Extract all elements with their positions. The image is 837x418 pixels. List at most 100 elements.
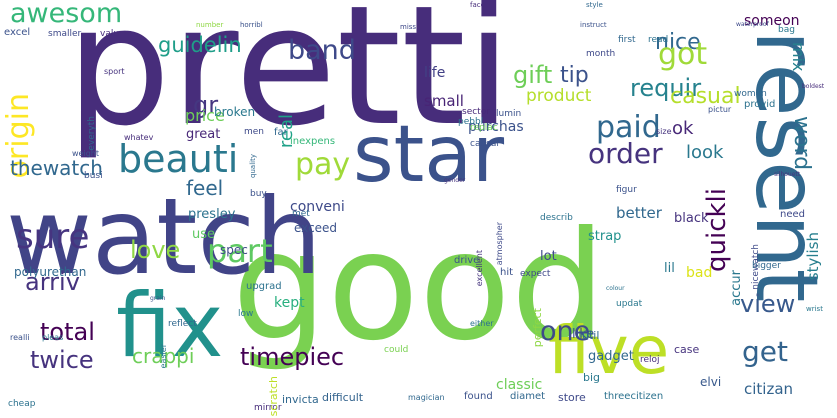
word: pretti bbox=[66, 0, 512, 162]
word: classic bbox=[496, 377, 543, 393]
word: crappi bbox=[132, 344, 195, 368]
word: busi bbox=[84, 171, 103, 181]
word: band bbox=[288, 35, 356, 66]
word: horribl bbox=[240, 21, 263, 29]
word: star bbox=[353, 110, 505, 200]
word: valu bbox=[100, 29, 120, 39]
word: one bbox=[540, 316, 591, 347]
word: expect bbox=[520, 269, 551, 279]
word: awesom bbox=[10, 0, 123, 29]
word: magician bbox=[408, 393, 445, 402]
word: black bbox=[674, 211, 709, 226]
word: quickli bbox=[702, 188, 732, 273]
word: figur bbox=[616, 185, 637, 195]
word: get bbox=[742, 335, 788, 368]
word: first bbox=[618, 35, 636, 45]
word: part bbox=[207, 232, 273, 270]
word: small bbox=[424, 92, 464, 110]
word: lot bbox=[540, 249, 557, 264]
word: men bbox=[244, 127, 265, 137]
word: colour bbox=[606, 285, 625, 292]
word: look bbox=[686, 142, 724, 163]
word: timepiec bbox=[240, 343, 345, 371]
word: life bbox=[424, 65, 446, 81]
word: waterproof bbox=[736, 21, 769, 28]
word: got bbox=[658, 37, 708, 72]
word: perfect bbox=[531, 308, 544, 348]
word: everyth bbox=[87, 116, 97, 151]
word: wrist bbox=[806, 305, 823, 313]
word: reflect bbox=[168, 319, 197, 329]
word: casual bbox=[670, 84, 741, 109]
word: spec bbox=[220, 243, 248, 257]
word: far bbox=[274, 127, 288, 138]
word: store bbox=[558, 391, 586, 404]
word: stylish bbox=[804, 232, 822, 281]
word: upgrad bbox=[246, 281, 282, 292]
word: util bbox=[582, 329, 600, 342]
word: smaller bbox=[48, 29, 82, 39]
word: realli bbox=[10, 333, 30, 342]
word: style bbox=[586, 1, 603, 9]
word: good bbox=[232, 200, 606, 374]
word: nice bbox=[655, 30, 701, 55]
word: updat bbox=[616, 299, 643, 309]
word: buy bbox=[250, 189, 267, 199]
word: order bbox=[588, 137, 663, 170]
word: provid bbox=[744, 99, 776, 110]
word: great bbox=[186, 127, 221, 142]
word: sport bbox=[104, 67, 125, 76]
word: pictur bbox=[708, 105, 732, 114]
word: broken bbox=[214, 105, 256, 119]
word: describ bbox=[540, 213, 573, 223]
word: diamet bbox=[510, 391, 546, 402]
word: twice bbox=[30, 346, 94, 374]
word: easier bbox=[159, 344, 168, 369]
word: pebbl bbox=[458, 117, 484, 127]
word: boldest bbox=[802, 83, 825, 90]
word: invicta bbox=[282, 393, 319, 406]
word: bigger bbox=[752, 261, 781, 271]
word: requir bbox=[630, 74, 702, 102]
word: case bbox=[674, 343, 700, 356]
word: instruct bbox=[580, 21, 607, 29]
word: miss bbox=[400, 23, 417, 31]
word: month bbox=[586, 49, 616, 59]
word: found bbox=[464, 391, 493, 402]
word: tip bbox=[560, 63, 589, 88]
word: big bbox=[583, 371, 601, 384]
word: either bbox=[470, 319, 494, 328]
word: atmospher bbox=[495, 222, 504, 266]
word: reloj bbox=[640, 355, 660, 365]
word: weight bbox=[72, 149, 99, 158]
word: met bbox=[292, 209, 310, 219]
word: elvi bbox=[700, 375, 722, 389]
word: polyurethan bbox=[14, 265, 87, 279]
word: better bbox=[616, 204, 662, 222]
word: mix bbox=[789, 42, 808, 72]
word: love bbox=[130, 236, 181, 264]
word: silhouett bbox=[774, 171, 801, 178]
word: replac bbox=[470, 123, 498, 133]
word: paid bbox=[596, 110, 661, 145]
word: strap bbox=[588, 229, 622, 244]
word: lumin bbox=[496, 109, 522, 119]
word: excel bbox=[4, 27, 31, 38]
word: product bbox=[526, 86, 592, 106]
word: number bbox=[196, 21, 224, 29]
word: cheap bbox=[8, 399, 36, 409]
word: gender bbox=[444, 177, 466, 184]
word: purchas bbox=[468, 119, 524, 135]
word: causal bbox=[470, 139, 499, 149]
word: fix bbox=[116, 274, 224, 377]
word: conveni bbox=[290, 199, 345, 215]
word: presley bbox=[188, 207, 236, 222]
word: total bbox=[40, 318, 95, 346]
word: drive bbox=[454, 255, 480, 266]
word: five bbox=[548, 312, 670, 389]
word: guidelin bbox=[158, 33, 242, 57]
word: scratch bbox=[267, 376, 280, 417]
word: lil bbox=[664, 261, 675, 276]
word: threecitizen bbox=[604, 391, 664, 402]
word: pleas bbox=[42, 333, 64, 342]
